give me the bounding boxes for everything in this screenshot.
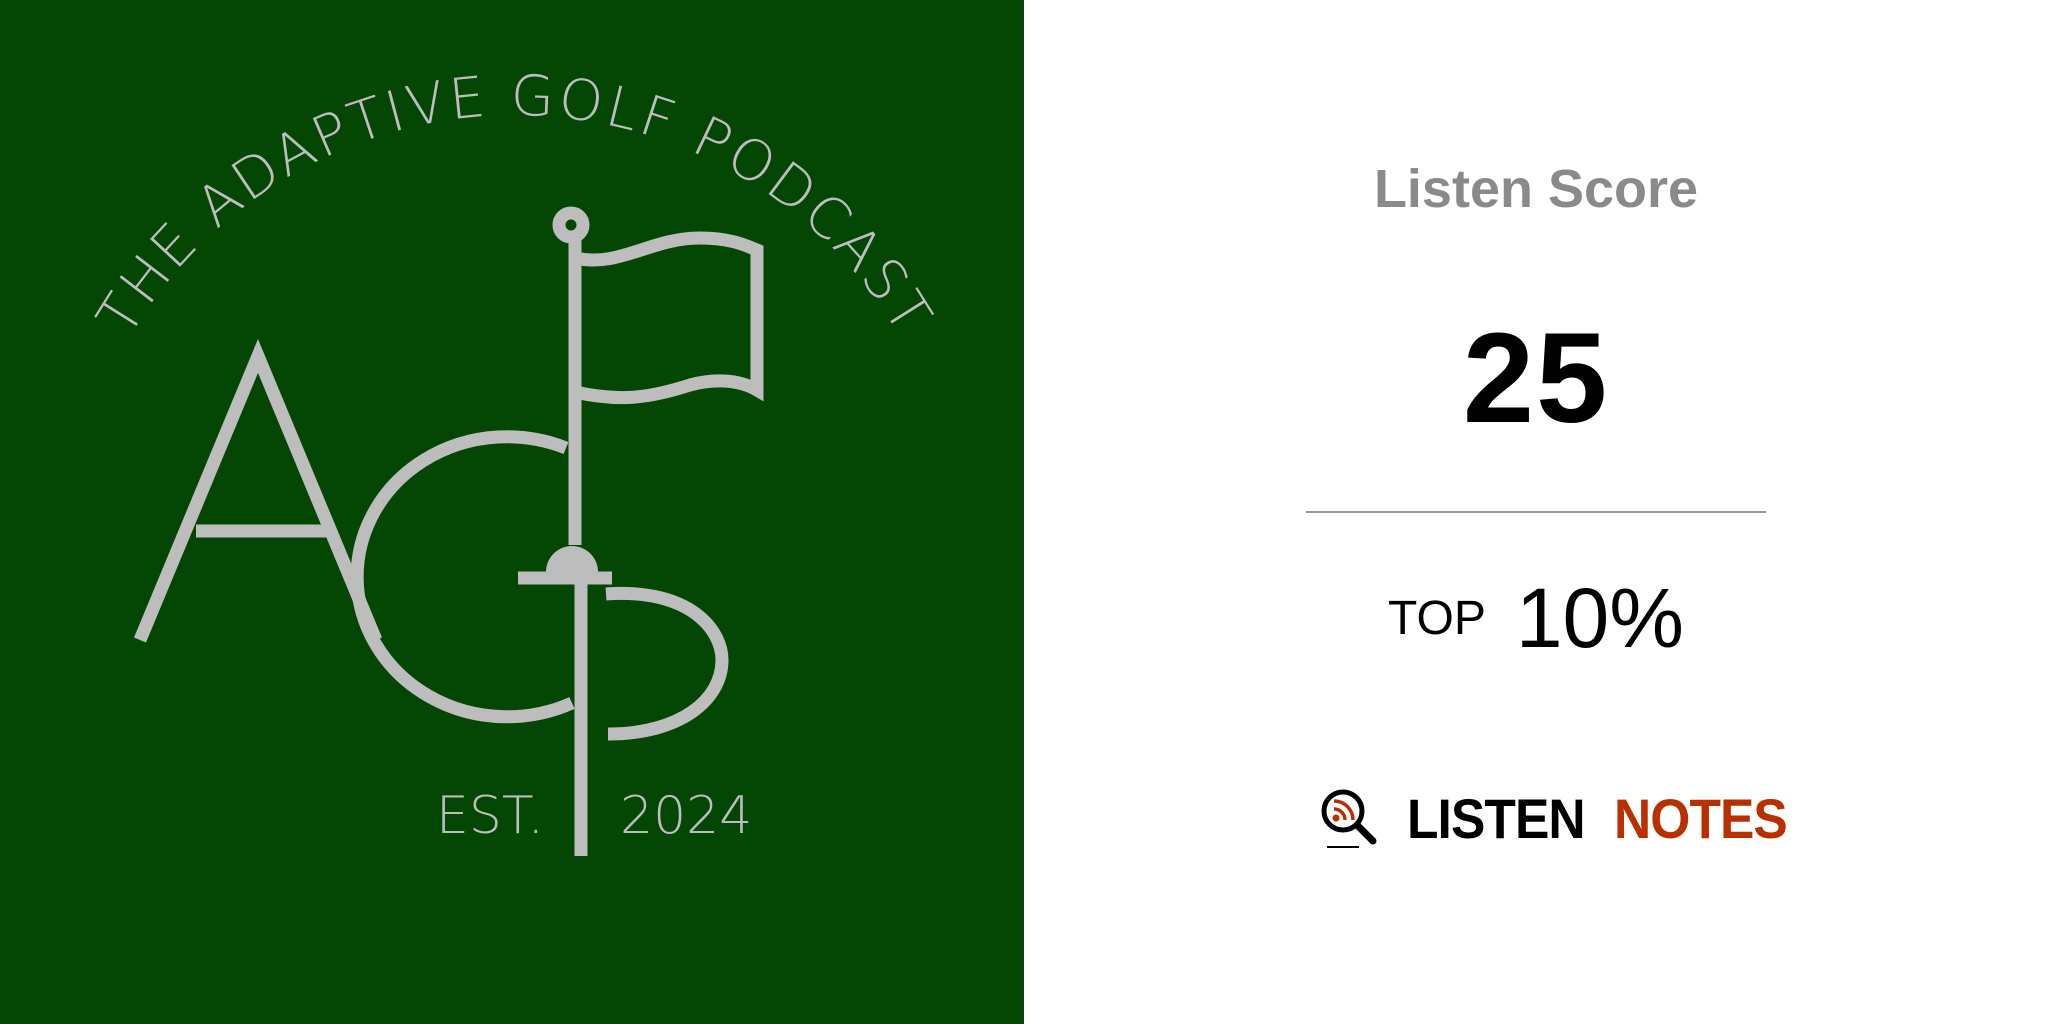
agp-monogram <box>133 206 764 856</box>
brand-word-listen: LISTEN <box>1407 786 1586 850</box>
rank-value: 10% <box>1515 571 1684 665</box>
est-label: EST. <box>436 786 544 846</box>
rank: TOP 10% <box>1024 570 2048 667</box>
divider <box>1306 511 1766 513</box>
listen-score-label: Listen Score <box>1373 159 1699 219</box>
rank-prefix: TOP <box>1388 592 1486 645</box>
magnifier-rss-icon <box>1321 789 1377 848</box>
brand-word-notes: NOTES <box>1614 786 1788 850</box>
listen-notes-logo: LISTEN NOTES <box>1319 786 1802 850</box>
listen-score-panel: Listen Score 25 TOP 10% LISTEN NOTES <box>1024 0 2048 1024</box>
listen-score-value: 25 <box>1462 307 1610 450</box>
podcast-cover-art: THE ADAPTIVE GOLF PODCAST EST. 2024 <box>0 0 1024 1024</box>
est-year: 2024 <box>620 786 752 846</box>
